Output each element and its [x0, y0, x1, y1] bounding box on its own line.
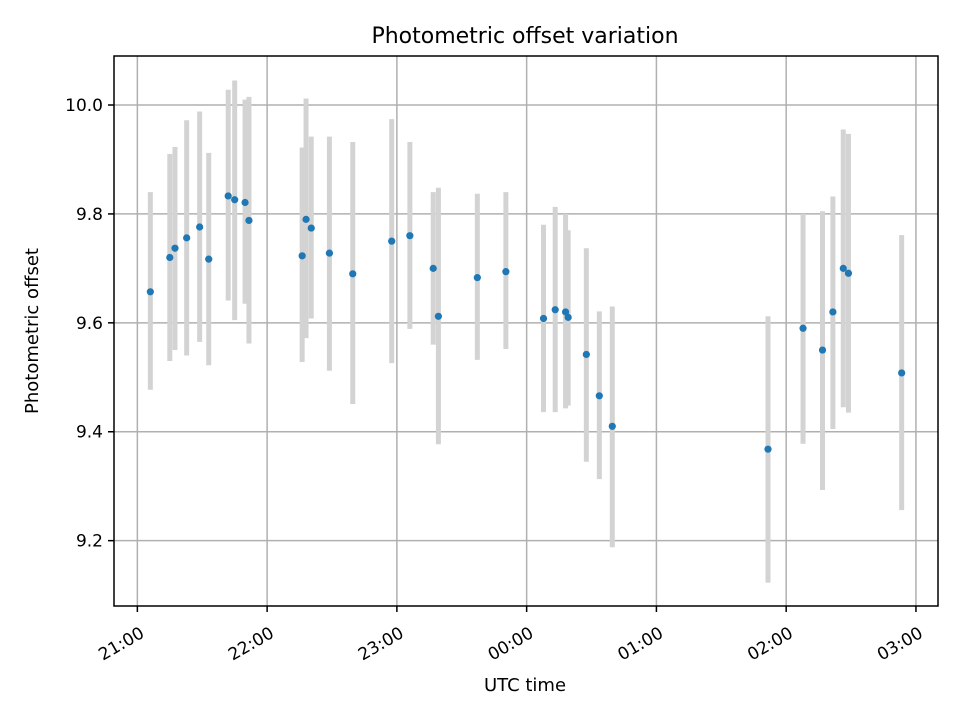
data-point [839, 264, 847, 272]
y-tick-label: 9.4 [76, 423, 103, 443]
data-point [166, 253, 174, 262]
data-point [608, 422, 616, 430]
y-axis-label: Photometric offset [22, 248, 43, 414]
x-axis-label: UTC time [484, 675, 566, 696]
data-point [434, 312, 443, 320]
data-point [205, 255, 213, 263]
data-point [302, 215, 310, 223]
data-point [231, 196, 239, 204]
data-point [561, 308, 570, 316]
data-point [388, 237, 396, 245]
data-point [183, 234, 191, 242]
data-point [582, 350, 590, 359]
data-point [898, 369, 906, 377]
data-point [298, 252, 306, 260]
data-point [502, 268, 510, 276]
data-point [307, 224, 315, 232]
data-point [196, 223, 204, 231]
data-point [844, 269, 853, 277]
data-point [473, 274, 481, 282]
data-point [799, 324, 807, 332]
data-point [595, 392, 603, 400]
y-tick-label: 9.8 [76, 205, 103, 225]
data-point [241, 198, 249, 207]
data-point [764, 445, 772, 453]
data-point [406, 232, 414, 240]
data-point [349, 270, 357, 278]
data-point [829, 308, 837, 316]
data-point [429, 264, 437, 272]
data-point [551, 306, 559, 314]
data-point [325, 249, 334, 257]
y-tick-label: 9.2 [76, 532, 103, 552]
chart-title: Photometric offset variation [371, 24, 678, 49]
data-point [564, 313, 572, 321]
marker-layer [146, 192, 906, 453]
data-point [818, 346, 827, 354]
data-point [146, 288, 154, 296]
data-point [171, 244, 179, 252]
y-tick-label: 10.0 [65, 96, 103, 116]
data-point [245, 216, 253, 225]
data-point [224, 192, 232, 200]
y-tick-label: 9.6 [76, 314, 103, 334]
data-point [539, 314, 548, 323]
